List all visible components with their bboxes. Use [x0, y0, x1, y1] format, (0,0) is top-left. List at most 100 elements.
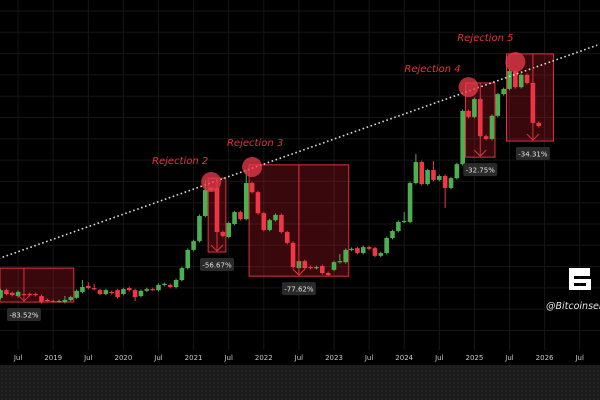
arrow-head-icon — [292, 268, 306, 276]
candle-down — [97, 290, 103, 294]
candle-up — [495, 94, 501, 116]
candle-up — [360, 247, 366, 254]
rejection-marker — [242, 156, 263, 177]
candle-up — [378, 253, 384, 256]
candle-up — [267, 220, 272, 230]
candle-down — [513, 71, 518, 88]
candle-down — [366, 247, 372, 249]
candle-down — [50, 301, 56, 303]
candle-down — [126, 288, 132, 291]
candle-down — [33, 294, 38, 296]
bitcoinsensus-logo-icon — [569, 268, 591, 290]
candle-up — [314, 267, 319, 269]
candle-down — [220, 232, 226, 236]
candle-down — [290, 242, 296, 268]
candle-up — [156, 284, 161, 291]
x-tick-label: 2024 — [395, 354, 413, 362]
candle-up — [162, 283, 167, 286]
x-tick-label: 2022 — [255, 354, 273, 362]
x-tick-label: Jul — [434, 354, 444, 362]
candle-up — [343, 249, 348, 263]
candle-up — [407, 183, 413, 222]
drawdown-label: -32.75% — [466, 166, 496, 174]
rejection-box — [0, 267, 75, 303]
rejection-label: Rejection 4 — [404, 64, 460, 75]
x-tick-label: Jul — [13, 354, 23, 362]
candle-down — [536, 122, 542, 126]
candle-up — [226, 222, 231, 237]
candle-down — [9, 292, 15, 296]
candle-down — [302, 261, 308, 269]
candle-down — [261, 213, 267, 230]
candle-up — [185, 249, 191, 269]
candle-up — [448, 178, 454, 188]
rejection-label: Rejection 3 — [227, 138, 283, 149]
arrow-head-icon — [17, 294, 31, 302]
candle-up — [179, 268, 185, 280]
candle-up — [56, 301, 62, 303]
candle-up — [62, 299, 68, 303]
x-tick-label: 2023 — [325, 354, 343, 362]
x-tick-label: Jul — [574, 354, 584, 362]
candle-up — [337, 261, 343, 263]
candle-down — [91, 288, 97, 290]
x-tick-label: 2020 — [114, 354, 132, 362]
drawdown-label: -34.31% — [518, 150, 548, 158]
drawdown-label-bg — [515, 147, 550, 161]
candle-up — [197, 215, 202, 242]
candle-up — [121, 289, 126, 294]
candle-up — [331, 262, 337, 270]
x-tick-label: 2025 — [465, 354, 483, 362]
x-tick-label: Jul — [504, 354, 514, 362]
candle-up — [518, 74, 524, 88]
rejection-annotations: -83.52% -56.67% Rejection 2 -77.62% Rejectio… — [6, 33, 550, 322]
drawdown-label: -56.67% — [202, 261, 232, 269]
drawdown-label-bg — [281, 282, 316, 296]
candle-up — [396, 221, 401, 231]
candle-down — [442, 176, 448, 188]
candle-up — [191, 241, 196, 250]
candle-up — [454, 164, 460, 179]
candle-up — [243, 183, 249, 220]
rejection-marker — [458, 77, 479, 98]
candle-up — [144, 289, 150, 291]
rejection-marker — [505, 51, 526, 72]
candle-down — [308, 267, 313, 269]
candle-up — [401, 220, 407, 223]
candle-down — [466, 110, 471, 117]
candle-down — [238, 212, 243, 220]
candle-down — [372, 248, 378, 256]
candle-down — [249, 183, 255, 193]
candle-up — [232, 212, 237, 224]
arrow-head-icon — [526, 133, 540, 141]
candle-down — [109, 291, 114, 294]
candlestick-chart[interactable]: -83.52% -56.67% Rejection 2 -77.62% Rejectio… — [0, 0, 600, 365]
candle-down — [132, 290, 138, 298]
candle-up — [507, 71, 512, 89]
candle-up — [413, 162, 419, 184]
time-scale-footer — [0, 365, 600, 400]
candle-up — [273, 214, 278, 221]
candle-up — [203, 190, 208, 216]
x-axis: Jul 2019 Jul 2020 Jul 2021 Jul 2022 Jul 2023 Jul 20… — [13, 354, 584, 362]
x-tick-label: 2019 — [44, 354, 62, 362]
x-tick-label: 2021 — [185, 354, 203, 362]
x-tick-label: Jul — [294, 354, 304, 362]
candle-up — [15, 291, 21, 297]
candle-down — [483, 136, 489, 139]
candle-up — [472, 99, 477, 117]
candle-down — [419, 162, 425, 185]
drawdown-label-bg — [463, 163, 498, 177]
candle-down — [39, 296, 44, 303]
x-tick-label: 2026 — [536, 354, 554, 362]
candle-down — [86, 285, 91, 289]
candle-down — [45, 299, 50, 302]
candle-down — [167, 284, 173, 287]
x-tick-label: Jul — [83, 354, 93, 362]
candle-up — [68, 297, 74, 300]
arrow-head-icon — [473, 149, 487, 157]
drawdown-label: -77.62% — [284, 285, 314, 293]
candle-down — [320, 266, 325, 273]
candle-down — [150, 289, 155, 291]
x-tick-label: Jul — [223, 354, 233, 362]
